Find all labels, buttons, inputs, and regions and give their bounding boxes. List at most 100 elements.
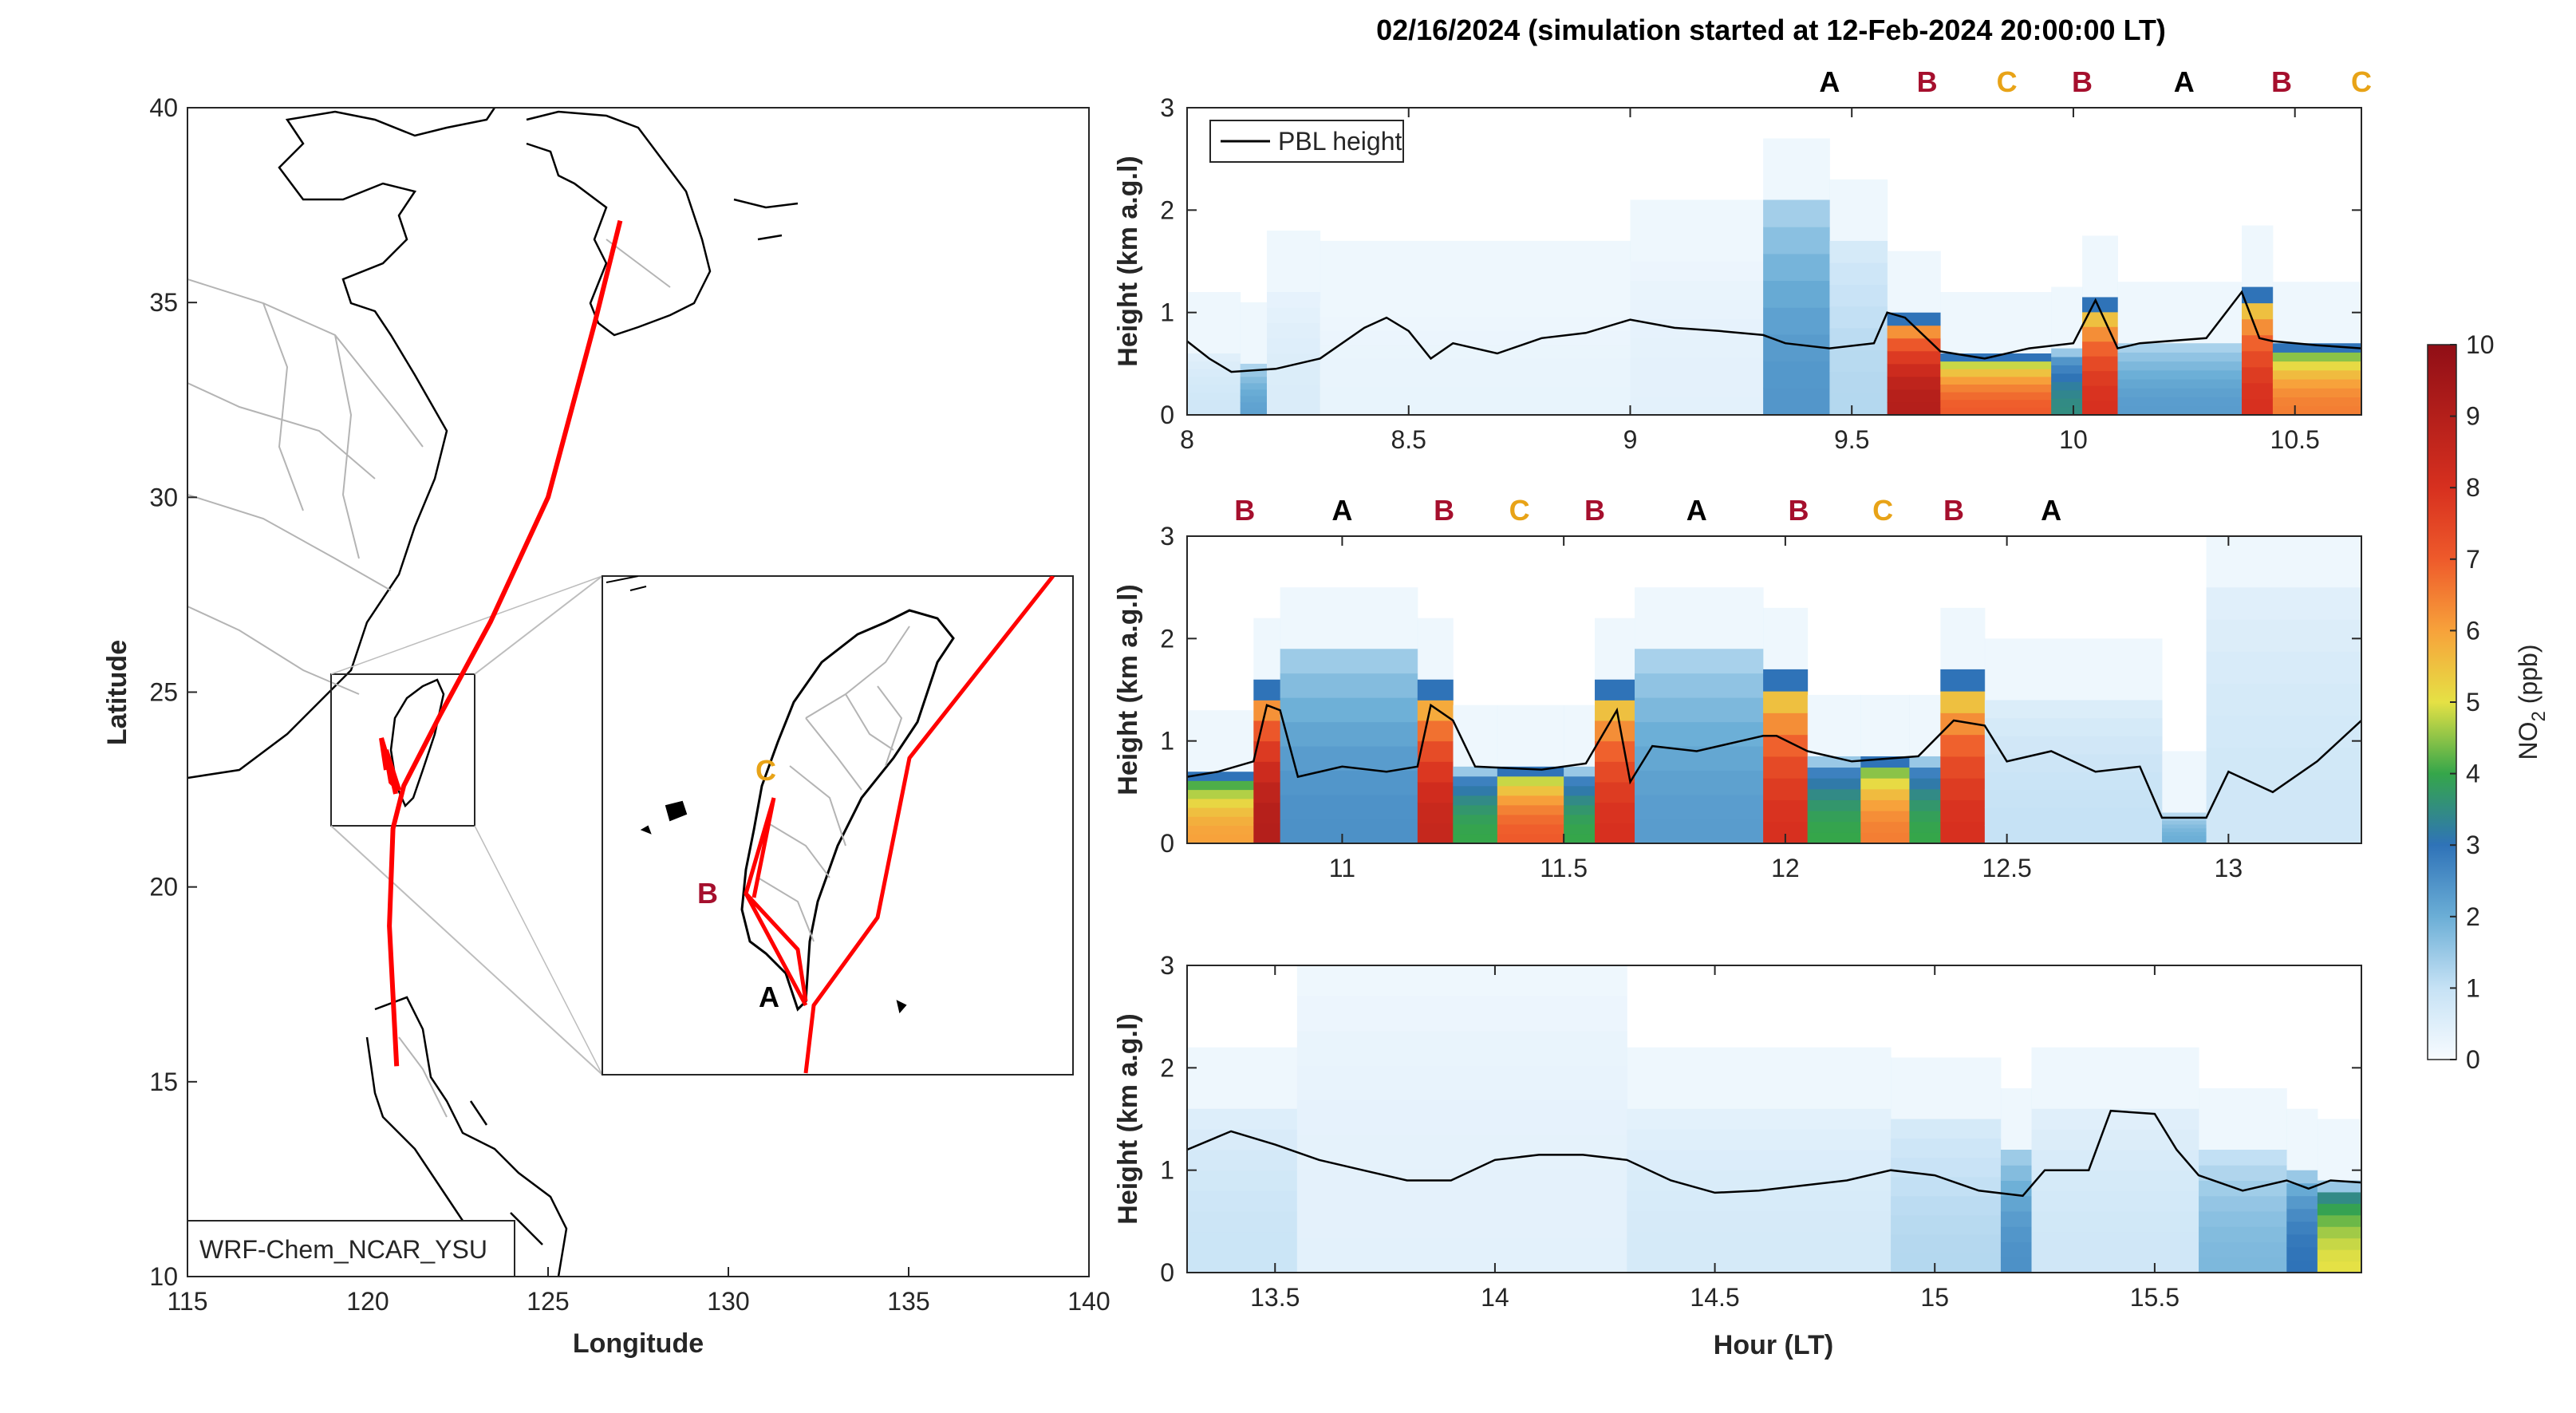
no2-cell xyxy=(1187,1108,1298,1130)
no2-cell xyxy=(1595,740,1635,762)
no2-haze xyxy=(1940,607,1986,669)
colorbar-tick-label: 4 xyxy=(2466,760,2480,788)
no2-cell xyxy=(2242,366,2274,384)
no2-cell xyxy=(2199,1165,2287,1181)
no2-cell xyxy=(1266,337,1321,354)
no2-cell xyxy=(1627,1252,1892,1273)
ytick-label: 0 xyxy=(1160,1258,1174,1287)
no2-cell xyxy=(1630,376,1764,397)
no2-haze xyxy=(1187,1047,1298,1109)
no2-cell xyxy=(1417,679,1454,701)
no2-cell xyxy=(1280,673,1418,698)
no2-cell xyxy=(2051,406,2083,415)
no2-cell xyxy=(1763,799,1809,823)
no2-haze xyxy=(1860,694,1910,756)
colorbar-tick-label: 7 xyxy=(2466,545,2480,574)
map-land xyxy=(187,108,799,1277)
inset-islands xyxy=(606,576,907,1014)
xtick-label: 15 xyxy=(1920,1283,1949,1312)
no2-cell xyxy=(1940,821,1986,843)
map-ytick-label: 40 xyxy=(149,93,178,122)
no2-cell xyxy=(1187,353,1241,362)
no2-cell xyxy=(1187,392,1241,401)
japan-coast xyxy=(733,198,799,241)
no2-cell xyxy=(1253,782,1281,803)
map-xtick-label: 140 xyxy=(1067,1287,1110,1316)
no2-cell xyxy=(1253,802,1281,823)
no2-cell xyxy=(1627,1231,1892,1253)
no2-cell xyxy=(1187,376,1241,385)
no2-cell xyxy=(1940,799,1986,823)
curtain-panel-3: 13.5 14 14.5 15 15.5 0 1 2 3 Height (km a.g.l) xyxy=(1113,951,2362,1312)
no2-cell xyxy=(1266,307,1321,323)
no2-cell xyxy=(1909,767,1941,779)
no2-cell xyxy=(1187,1211,1298,1233)
flight-marker-c: C xyxy=(1872,494,1893,527)
no2-cell xyxy=(1829,349,1888,372)
no2-cell xyxy=(1296,1203,1627,1239)
no2-cell xyxy=(1940,376,2052,385)
no2-cell xyxy=(1763,227,1830,255)
no2-cell xyxy=(2286,1182,2318,1197)
no2-cell xyxy=(1984,807,2163,827)
no2-cell xyxy=(2051,348,2083,357)
no2-cell xyxy=(2000,1180,2033,1197)
no2-cell xyxy=(1266,384,1321,401)
no2-cell xyxy=(1807,778,1861,790)
no2-cell xyxy=(1909,756,1941,768)
no2-cell xyxy=(1296,1237,1627,1273)
no2-cell xyxy=(2117,405,2243,415)
zoom-connector-top xyxy=(474,575,603,675)
colorbar-tick-label: 3 xyxy=(2466,831,2480,859)
no2-cell xyxy=(1763,669,1809,692)
map-xtick-label: 125 xyxy=(527,1287,569,1316)
no2-cell xyxy=(1627,1170,1892,1191)
flight-marker-a: A xyxy=(1331,494,1352,527)
no2-cell xyxy=(2317,1261,2361,1273)
no2-cell xyxy=(1296,1134,1627,1170)
no2-cell xyxy=(2162,831,2207,836)
no2-cell xyxy=(1940,392,2052,401)
no2-cell xyxy=(1940,756,1986,779)
no2-cell xyxy=(1453,814,1498,825)
no2-cell xyxy=(2199,1241,2287,1258)
map-ytick-label: 15 xyxy=(149,1068,178,1096)
flight-marker-b: B xyxy=(1789,494,1809,527)
no2-cell xyxy=(1320,344,1631,359)
no2-cell xyxy=(1453,833,1498,843)
no2-cell xyxy=(1763,734,1809,757)
no2-cell xyxy=(1253,761,1281,783)
no2-cell xyxy=(1187,789,1254,799)
no2-cell xyxy=(2272,361,2361,371)
no2-cell xyxy=(1497,776,1564,787)
no2-cell xyxy=(1187,407,1241,415)
no2-cell xyxy=(1887,376,1941,390)
no2-cell xyxy=(2242,334,2274,352)
no2-cell xyxy=(2000,1257,2033,1273)
no2-cell xyxy=(2117,369,2243,380)
no2-cell xyxy=(2199,1211,2287,1227)
no2-cell xyxy=(1280,819,1418,843)
no2-cell xyxy=(1453,785,1498,796)
panel-frame xyxy=(1186,107,2362,416)
no2-cell xyxy=(1763,778,1809,800)
panel-ylabel: Height (km a.g.l) xyxy=(1113,156,1143,366)
no2-haze xyxy=(1984,638,2163,701)
no2-cell xyxy=(1266,399,1321,415)
flight-marker-c: C xyxy=(1997,65,2018,98)
no2-cell xyxy=(1909,788,1941,800)
no2-cell xyxy=(1909,778,1941,790)
no2-cell xyxy=(2162,823,2207,829)
flight-marker-a: A xyxy=(1819,65,1840,98)
no2-cell xyxy=(1564,785,1596,796)
pbl-height-line xyxy=(1187,290,2361,373)
no2-cell xyxy=(1887,337,1941,352)
no2-cell xyxy=(2272,369,2361,380)
colorbar-tick-label: 10 xyxy=(2466,330,2495,359)
no2-cell xyxy=(2286,1170,2318,1184)
no2-cell xyxy=(1296,1065,1627,1100)
no2-haze xyxy=(2199,1088,2287,1150)
no2-haze xyxy=(1630,199,1764,262)
no2-cell xyxy=(2272,397,2361,407)
